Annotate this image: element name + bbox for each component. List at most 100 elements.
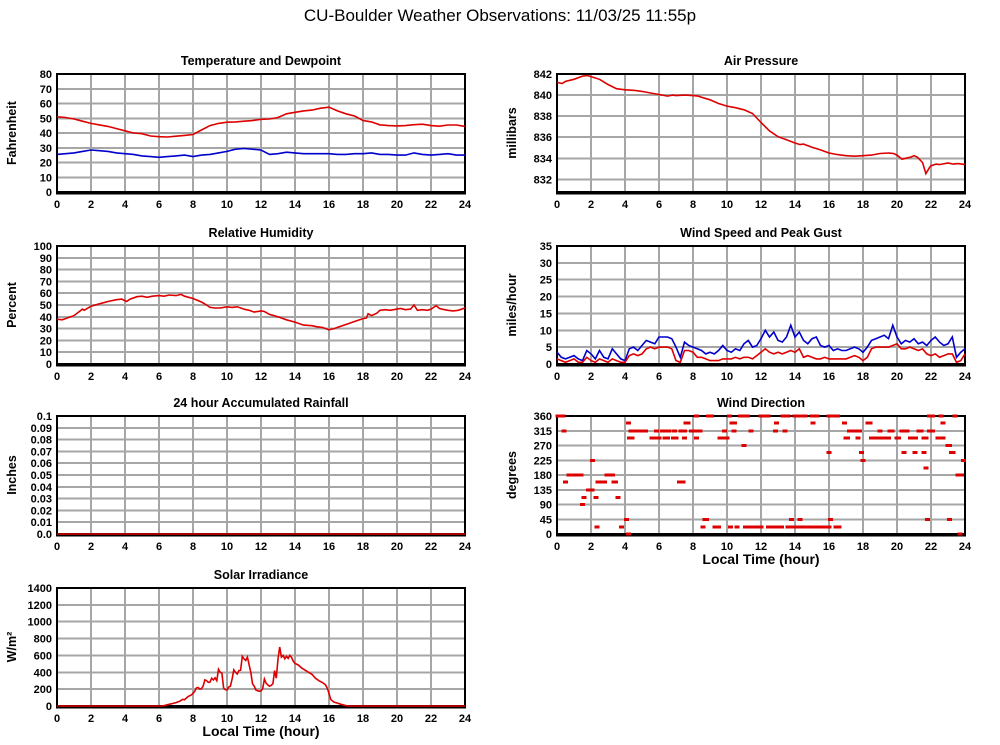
svg-text:16: 16 [323,199,335,211]
svg-text:0.02: 0.02 [31,505,52,517]
svg-text:Solar Irradiance: Solar Irradiance [214,568,309,582]
svg-text:834: 834 [534,153,553,165]
svg-text:840: 840 [534,90,552,102]
svg-text:0.04: 0.04 [31,482,53,494]
svg-text:6: 6 [656,371,662,383]
svg-text:270: 270 [534,441,552,453]
svg-text:Local Time (hour): Local Time (hour) [702,551,819,567]
svg-text:30: 30 [40,324,52,336]
svg-text:12: 12 [755,371,767,383]
svg-text:4: 4 [122,541,129,553]
svg-text:0: 0 [46,359,52,371]
svg-text:14: 14 [289,199,302,211]
svg-text:25: 25 [540,275,552,287]
svg-text:0: 0 [46,187,52,199]
svg-text:Local Time (hour): Local Time (hour) [202,723,319,739]
svg-text:18: 18 [357,541,369,553]
svg-text:miles/hour: miles/hour [505,273,519,336]
svg-text:14: 14 [289,713,302,725]
svg-text:22: 22 [425,371,437,383]
svg-text:4: 4 [122,713,129,725]
chart-wind-speed-gust: 0 5 10 15 20 25 30 35 0 2 4 6 8 10 12 14 16 18 20 22 24 Wind … [500,222,975,407]
svg-text:70: 70 [40,84,52,96]
chart-air-pressure: 832 834 836 838 840 842 0 2 4 6 8 10 12 14 16 18 20 22 24 A… [500,50,975,235]
svg-text:100: 100 [34,241,52,253]
svg-text:4: 4 [122,199,129,211]
svg-text:22: 22 [425,713,437,725]
svg-text:10: 10 [721,371,733,383]
svg-text:0: 0 [54,371,60,383]
svg-text:0: 0 [546,529,552,541]
svg-text:24: 24 [959,199,972,211]
svg-text:8: 8 [690,371,696,383]
svg-text:12: 12 [255,371,267,383]
svg-text:6: 6 [156,199,162,211]
svg-text:Relative Humidity: Relative Humidity [209,226,314,240]
svg-text:16: 16 [323,713,335,725]
svg-text:0.03: 0.03 [31,494,52,506]
svg-text:10: 10 [40,347,52,359]
svg-text:2: 2 [588,541,594,553]
page-title: CU-Boulder Weather Observations: 11/03/2… [303,6,697,25]
svg-text:14: 14 [289,541,302,553]
svg-text:Percent: Percent [5,281,19,328]
svg-text:10: 10 [221,541,233,553]
svg-text:12: 12 [755,199,767,211]
svg-text:2: 2 [588,371,594,383]
svg-text:4: 4 [122,371,129,383]
svg-text:20: 20 [540,292,552,304]
svg-text:1400: 1400 [28,583,52,595]
svg-text:0: 0 [554,199,560,211]
svg-text:80: 80 [40,265,52,277]
svg-text:0.1: 0.1 [37,411,52,423]
svg-text:22: 22 [425,199,437,211]
svg-text:15: 15 [540,308,552,320]
svg-text:24: 24 [959,371,972,383]
svg-text:40: 40 [40,128,52,140]
svg-text:18: 18 [857,199,869,211]
svg-text:0.07: 0.07 [31,446,52,458]
svg-text:1200: 1200 [28,600,52,612]
chart-relative-humidity: 0 10 20 30 40 50 60 70 80 90 100 0 2 4 6 8 10 12 14 16 18 20 2… [0,222,475,407]
svg-text:20: 20 [40,335,52,347]
rainfall-plot: 0.00.010.020.030.040.050.060.070.080.090… [5,396,472,553]
svg-text:2: 2 [588,199,594,211]
svg-text:0.0: 0.0 [37,529,52,541]
svg-text:600: 600 [34,650,52,662]
svg-text:Air Pressure: Air Pressure [724,54,798,68]
svg-text:10: 10 [221,199,233,211]
svg-text:45: 45 [540,514,552,526]
svg-text:20: 20 [891,371,903,383]
svg-text:Inches: Inches [5,455,19,495]
svg-text:40: 40 [40,312,52,324]
svg-text:24 hour Accumulated Rainfall: 24 hour Accumulated Rainfall [173,396,348,410]
svg-text:12: 12 [255,541,267,553]
svg-text:12: 12 [255,199,267,211]
svg-text:2: 2 [88,371,94,383]
svg-text:Temperature and Dewpoint: Temperature and Dewpoint [181,54,342,68]
svg-text:14: 14 [289,371,302,383]
svg-text:Fahrenheit: Fahrenheit [5,100,19,165]
svg-text:12: 12 [755,541,767,553]
svg-text:18: 18 [357,199,369,211]
svg-text:90: 90 [40,253,52,265]
svg-text:6: 6 [656,541,662,553]
svg-text:0: 0 [54,541,60,553]
svg-text:16: 16 [823,541,835,553]
svg-text:50: 50 [40,300,52,312]
svg-text:4: 4 [622,371,629,383]
svg-text:1000: 1000 [28,617,52,629]
svg-text:0: 0 [54,199,60,211]
svg-text:6: 6 [156,713,162,725]
svg-text:18: 18 [857,371,869,383]
svg-text:2: 2 [88,713,94,725]
svg-text:8: 8 [190,713,196,725]
svg-text:10: 10 [40,172,52,184]
svg-text:10: 10 [540,325,552,337]
svg-text:14: 14 [789,199,802,211]
svg-text:70: 70 [40,276,52,288]
svg-text:6: 6 [156,371,162,383]
svg-text:0: 0 [46,701,52,713]
